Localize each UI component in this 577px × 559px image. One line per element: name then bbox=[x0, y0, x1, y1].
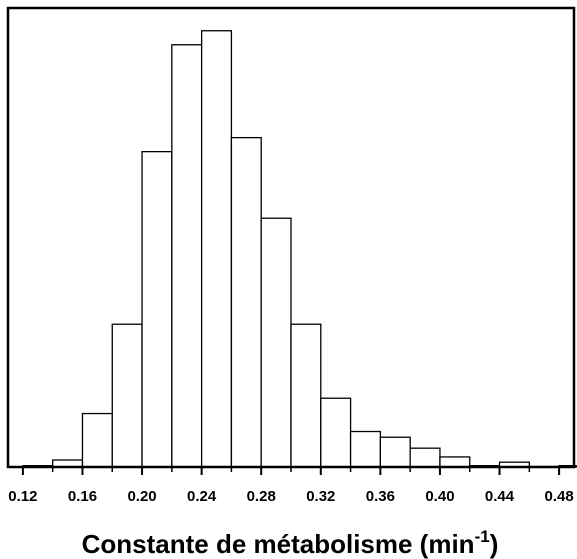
x-tick-label-3: 0.24 bbox=[187, 488, 217, 505]
axes-group bbox=[6, 6, 576, 469]
x-tick-label-6: 0.36 bbox=[366, 488, 395, 505]
histogram-bar-5 bbox=[171, 44, 203, 468]
x-ticks-group: 0.12 0.16 0.20 0.24 0.28 0.32 0.36 0.40 0.44 0.48 bbox=[8, 467, 574, 505]
histogram-bar-9 bbox=[290, 323, 322, 468]
histogram-bar-11 bbox=[349, 430, 382, 468]
histogram-bar-13 bbox=[409, 447, 441, 468]
x-axis-title-sup: -1 bbox=[475, 527, 490, 546]
histogram-bar-2 bbox=[81, 412, 113, 468]
x-tick-label-4: 0.28 bbox=[247, 488, 276, 505]
histogram-bar-12 bbox=[379, 436, 411, 468]
histogram-bar-7 bbox=[230, 136, 262, 468]
x-axis-title-close: ) bbox=[490, 529, 499, 559]
histogram-bar-4 bbox=[141, 150, 173, 468]
plot-frame bbox=[6, 6, 576, 469]
x-tick-label-8: 0.44 bbox=[485, 488, 515, 505]
bars-group bbox=[22, 30, 577, 468]
x-axis-title-main: Constante de métabolisme (min bbox=[82, 529, 475, 559]
x-axis-title: Constante de métabolisme (min-1) bbox=[82, 527, 499, 559]
histogram-bar-10 bbox=[320, 397, 352, 468]
x-tick-label-0: 0.12 bbox=[8, 488, 37, 505]
x-tick-label-5: 0.32 bbox=[306, 488, 335, 505]
histogram-bar-8 bbox=[260, 217, 292, 468]
histogram-bar-6 bbox=[200, 30, 233, 468]
histogram-bar-14 bbox=[439, 456, 471, 468]
x-tick-label-1: 0.16 bbox=[68, 488, 97, 505]
x-tick-label-2: 0.20 bbox=[127, 488, 156, 505]
x-tick-label-9: 0.48 bbox=[545, 488, 574, 505]
histogram-bar-3 bbox=[111, 323, 143, 468]
x-tick-label-7: 0.40 bbox=[425, 488, 454, 505]
